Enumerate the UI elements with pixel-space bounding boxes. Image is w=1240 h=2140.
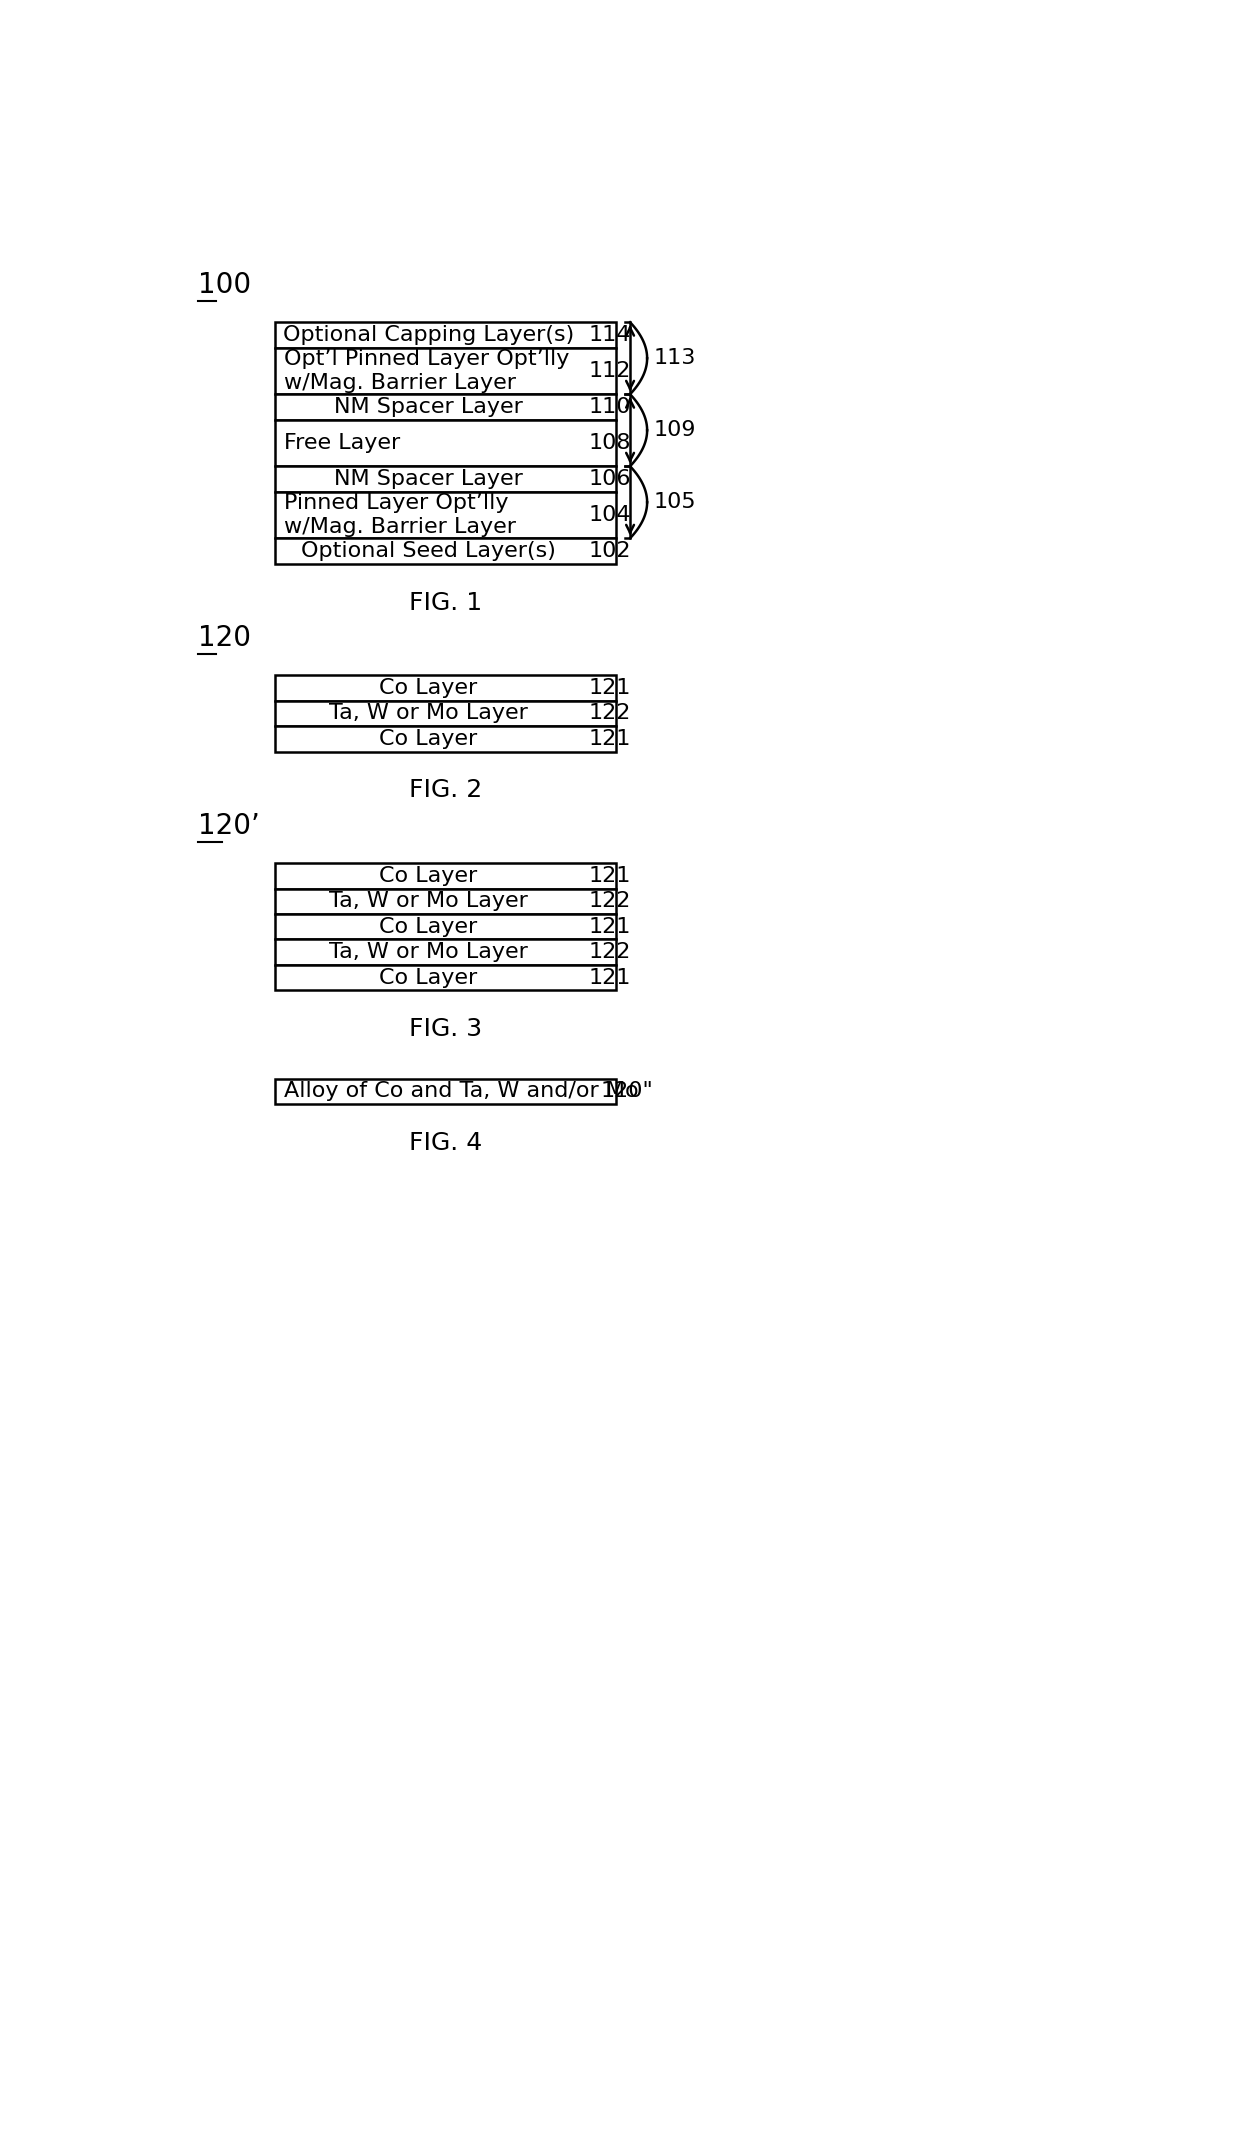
Bar: [275, 394, 616, 419]
Text: 108: 108: [589, 432, 631, 454]
Text: 112: 112: [589, 362, 631, 381]
Bar: [275, 914, 616, 939]
Text: 100: 100: [197, 272, 250, 300]
Text: 122: 122: [589, 942, 631, 963]
Bar: [275, 467, 616, 492]
Bar: [275, 347, 616, 394]
Bar: [275, 888, 616, 914]
Text: Co Layer: Co Layer: [379, 916, 477, 937]
Text: 121: 121: [589, 678, 631, 698]
Text: 113: 113: [653, 349, 696, 368]
Text: FIG. 3: FIG. 3: [409, 1016, 482, 1042]
Text: Co Layer: Co Layer: [379, 678, 477, 698]
Text: Co Layer: Co Layer: [379, 967, 477, 987]
Text: 121: 121: [589, 967, 631, 987]
Text: 122: 122: [589, 890, 631, 912]
Text: Pinned Layer Opt’lly
w/Mag. Barrier Layer: Pinned Layer Opt’lly w/Mag. Barrier Laye…: [284, 494, 516, 537]
Text: 121: 121: [589, 730, 631, 749]
Text: NM Spacer Layer: NM Spacer Layer: [334, 396, 522, 417]
Bar: [275, 939, 616, 965]
Text: Opt’l Pinned Layer Opt’lly
w/Mag. Barrier Layer: Opt’l Pinned Layer Opt’lly w/Mag. Barrie…: [284, 349, 570, 392]
Text: 121: 121: [589, 916, 631, 937]
Bar: [275, 539, 616, 563]
Bar: [275, 965, 616, 991]
Bar: [275, 725, 616, 751]
Text: 121: 121: [589, 867, 631, 886]
Text: Free Layer: Free Layer: [284, 432, 401, 454]
Text: 120’: 120’: [197, 811, 259, 841]
Text: 120": 120": [600, 1081, 653, 1102]
Bar: [275, 700, 616, 725]
Bar: [275, 862, 616, 888]
Text: Alloy of Co and Ta, W and/or Mo: Alloy of Co and Ta, W and/or Mo: [284, 1081, 639, 1102]
Bar: [275, 323, 616, 347]
Text: FIG. 4: FIG. 4: [409, 1132, 482, 1156]
Text: FIG. 1: FIG. 1: [409, 591, 482, 614]
Text: 109: 109: [653, 419, 696, 441]
Bar: [275, 1079, 616, 1104]
Text: Ta, W or Mo Layer: Ta, W or Mo Layer: [329, 704, 528, 723]
Text: 110: 110: [589, 396, 631, 417]
Text: 114: 114: [589, 325, 631, 345]
Text: Optional Seed Layer(s): Optional Seed Layer(s): [301, 541, 556, 561]
Text: FIG. 2: FIG. 2: [409, 779, 482, 802]
Bar: [275, 419, 616, 467]
Text: Co Layer: Co Layer: [379, 730, 477, 749]
Text: 106: 106: [589, 469, 631, 488]
Text: Co Layer: Co Layer: [379, 867, 477, 886]
Text: Optional Capping Layer(s): Optional Capping Layer(s): [283, 325, 574, 345]
Bar: [275, 492, 616, 539]
Text: 104: 104: [589, 505, 631, 524]
Text: Ta, W or Mo Layer: Ta, W or Mo Layer: [329, 890, 528, 912]
Text: 122: 122: [589, 704, 631, 723]
Text: 102: 102: [589, 541, 631, 561]
Text: NM Spacer Layer: NM Spacer Layer: [334, 469, 522, 488]
Text: 105: 105: [653, 492, 696, 511]
Text: 120: 120: [197, 625, 250, 653]
Text: Ta, W or Mo Layer: Ta, W or Mo Layer: [329, 942, 528, 963]
Bar: [275, 676, 616, 700]
